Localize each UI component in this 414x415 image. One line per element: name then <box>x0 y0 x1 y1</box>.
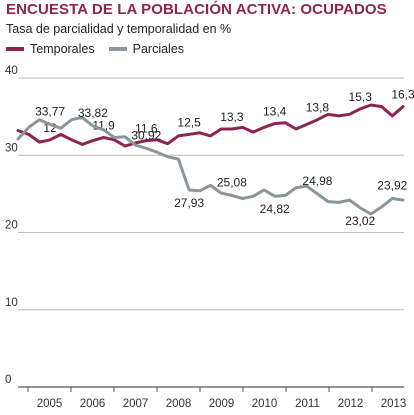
y-tick-label: 10 <box>5 297 18 309</box>
x-tick-label: 2005 <box>37 398 63 410</box>
x-tick-label: 2006 <box>80 398 106 410</box>
data-label: 23,02 <box>345 214 375 228</box>
data-label: 13,4 <box>263 105 287 119</box>
legend: Temporales Parciales <box>6 42 198 56</box>
data-label: 13,8 <box>306 101 330 115</box>
chart-title: ENCUESTA DE LA POBLACIÓN ACTIVA: OCUPADO… <box>6 1 387 18</box>
data-label: 24,82 <box>260 202 290 216</box>
legend-swatch-parciales <box>108 47 127 51</box>
x-tick-label: 2008 <box>166 398 192 410</box>
data-label: 24,98 <box>302 174 332 188</box>
data-label: 27,93 <box>174 196 204 210</box>
y-tick-label: 20 <box>5 220 18 232</box>
y-tick-label: 40 <box>5 65 18 77</box>
data-label: 33,82 <box>78 106 108 120</box>
x-tick-label: 2009 <box>209 398 235 410</box>
legend-label-temporales: Temporales <box>30 42 95 56</box>
legend-item-parciales: Parciales <box>108 42 185 56</box>
x-tick-label: 2010 <box>252 398 278 410</box>
y-tick-label: 0 <box>5 374 11 386</box>
legend-label-parciales: Parciales <box>132 42 185 56</box>
chart-subtitle: Tasa de parcialidad y temporalidad en % <box>6 22 232 36</box>
data-label: 25,08 <box>217 175 247 189</box>
data-label: 23,92 <box>377 179 407 193</box>
x-tick-label: 2011 <box>295 398 320 410</box>
series-line-temporales <box>16 103 405 148</box>
data-label: 13,3 <box>220 110 244 124</box>
data-label: 16,3 <box>391 88 414 102</box>
x-tick-label: 2007 <box>123 398 149 410</box>
data-label: 11,6 <box>135 122 158 136</box>
x-tick-label: 2013 <box>381 398 407 410</box>
legend-swatch-temporales <box>6 47 24 51</box>
y-tick-label: 30 <box>5 142 18 154</box>
data-label: 33,77 <box>35 104 65 118</box>
data-label: 15,3 <box>349 90 373 104</box>
series-line-parciales <box>16 115 405 216</box>
data-label: 12,5 <box>177 115 201 129</box>
legend-item-temporales: Temporales <box>6 42 95 56</box>
data-label: 30,92 <box>131 128 161 142</box>
x-tick-label: 2012 <box>338 398 364 410</box>
